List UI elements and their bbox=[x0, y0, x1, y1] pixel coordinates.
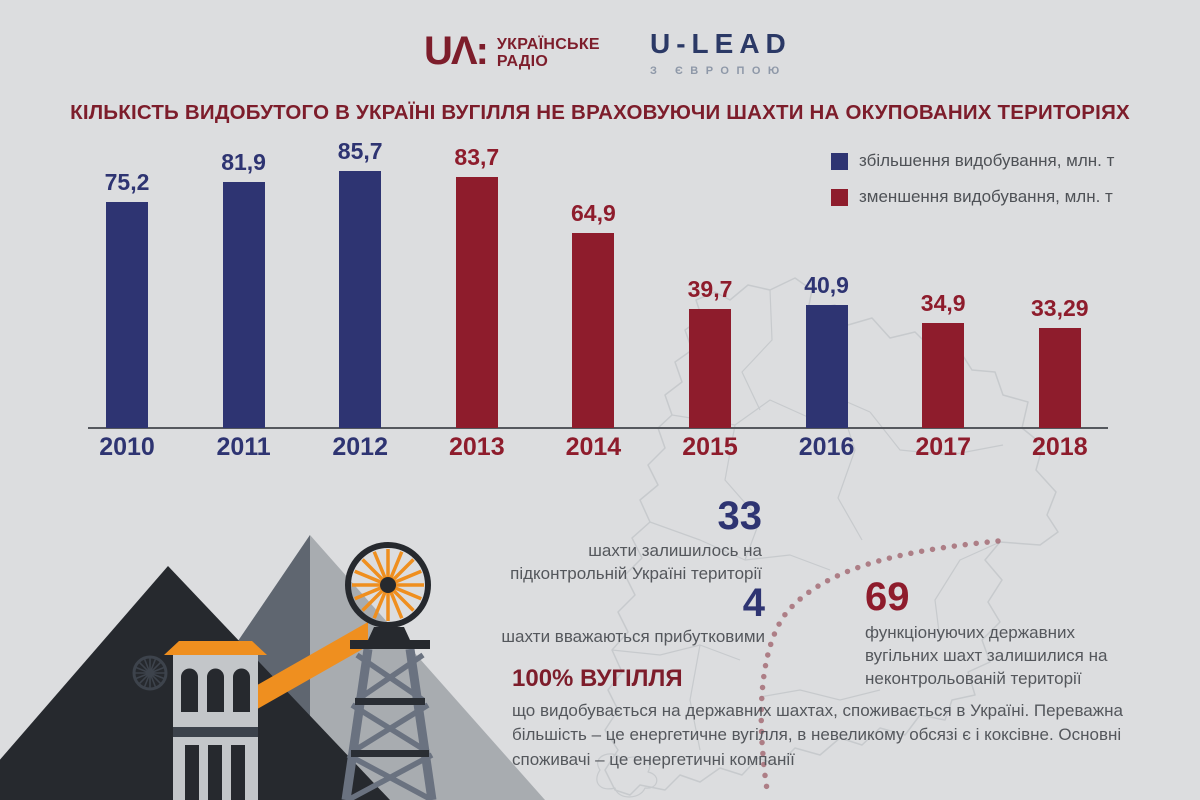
stat-heading: 100% ВУГІЛЛЯ bbox=[512, 665, 683, 692]
frontline-dotted-arc bbox=[758, 538, 1001, 799]
bar-value-2014: 64,9 bbox=[571, 200, 616, 227]
bar-year-2010: 2010 bbox=[99, 433, 155, 461]
conveyor-icon bbox=[252, 622, 368, 712]
bar-2015 bbox=[689, 308, 731, 428]
ua-logo-line2: РАДІО bbox=[496, 52, 549, 70]
coal-mine-illustration bbox=[0, 535, 545, 800]
header: UΛ: УКРАЇНСЬКЕ РАДІО U-LEAD З ЄВРОПОЮ bbox=[0, 26, 1200, 86]
bar-year-2011: 2011 bbox=[216, 433, 271, 461]
bar-value-2016: 40,9 bbox=[804, 272, 849, 299]
map-outer-border bbox=[604, 277, 1059, 796]
stat-text-line: шахти вважаються прибутковими bbox=[501, 627, 765, 646]
chart-legend: збільшення видобування, млн. т зменшення… bbox=[831, 151, 1114, 223]
ghost-wheel-icon bbox=[132, 655, 168, 691]
stat-mines-profitable: 4 шахти вважаються прибутковими bbox=[501, 583, 765, 649]
legend-swatch-increase-icon bbox=[831, 152, 848, 170]
bar-value-2018: 33,29 bbox=[1031, 295, 1089, 322]
stat-mines-uncontrolled: 69 функціонуючих державних вугільних шах… bbox=[865, 577, 1107, 691]
chart-title: КІЛЬКІСТЬ ВИДОБУТОГО В УКРАЇНІ ВУГІЛЛЯ Н… bbox=[70, 101, 1130, 124]
bar-year-2016: 2016 bbox=[798, 433, 855, 461]
stat-mines-controlled: 33 шахти залишилось на підконтрольній Ук… bbox=[510, 496, 762, 586]
bar-2013 bbox=[455, 176, 498, 428]
bar-year-2018: 2018 bbox=[1031, 433, 1088, 461]
stat-number: 69 bbox=[865, 575, 910, 619]
bar-2014 bbox=[572, 233, 615, 428]
bar-year-2017: 2017 bbox=[915, 433, 971, 461]
headframe-tower-icon bbox=[341, 627, 437, 800]
ulead-logo-tagline: З ЄВРОПОЮ bbox=[650, 65, 787, 77]
bar-value-2015: 39,7 bbox=[687, 275, 733, 302]
stat-number: 4 bbox=[742, 581, 765, 625]
bar-2012 bbox=[339, 170, 382, 428]
bar-year-2014: 2014 bbox=[565, 433, 622, 461]
stat-body: що видобувається на державних шахтах, сп… bbox=[512, 701, 1123, 769]
bar-2011 bbox=[222, 182, 265, 428]
bar-value-2010: 75,2 bbox=[104, 169, 150, 196]
x-axis-line bbox=[88, 427, 1108, 429]
bar-year-2015: 2015 bbox=[682, 433, 738, 461]
bar-2017 bbox=[922, 323, 965, 428]
stat-number: 33 bbox=[717, 494, 763, 538]
bar-value-2012: 85,7 bbox=[337, 137, 383, 164]
ua-logo-mark: UΛ: bbox=[424, 29, 489, 73]
bar-year-2013: 2013 bbox=[448, 433, 505, 461]
mine-building-icon bbox=[164, 641, 267, 800]
bar-value-2011: 81,9 bbox=[221, 149, 266, 176]
legend-item-decrease: зменшення видобування, млн. т bbox=[831, 187, 1114, 207]
pit-wheel-icon bbox=[345, 542, 431, 628]
bar-2010 bbox=[106, 202, 148, 428]
stat-text-line: вугільних шахт залишилися на bbox=[865, 645, 1108, 665]
bar-year-2012: 2012 bbox=[332, 433, 388, 461]
stat-text-line: неконтрольованій території bbox=[865, 668, 1082, 688]
legend-swatch-decrease-icon bbox=[831, 188, 848, 206]
stat-text-line: шахти залишилось на bbox=[588, 541, 762, 560]
ulead-logo-name: U-LEAD bbox=[650, 28, 792, 59]
stat-text-line: функціонуючих державних bbox=[865, 623, 1076, 642]
stat-coal-usage: 100% ВУГІЛЛЯ що видобувається на державн… bbox=[512, 665, 1144, 772]
ua-logo-text: УКРАЇНСЬКЕ РАДІО bbox=[496, 36, 600, 71]
bar-2018 bbox=[1038, 328, 1081, 428]
legend-label-decrease: зменшення видобування, млн. т bbox=[859, 187, 1113, 206]
legend-label-increase: збільшення видобування, млн. т bbox=[859, 151, 1115, 170]
bar-value-2017: 34,9 bbox=[920, 290, 966, 317]
ua-radio-logo: UΛ: УКРАЇНСЬКЕ РАДІО bbox=[424, 29, 600, 73]
bar-2016 bbox=[805, 305, 848, 428]
ua-logo-line1: УКРАЇНСЬКЕ bbox=[496, 36, 600, 53]
ulead-logo: U-LEAD З ЄВРОПОЮ bbox=[650, 28, 792, 78]
stat-text-line: підконтрольній Україні території bbox=[510, 563, 762, 583]
legend-item-increase: збільшення видобування, млн. т bbox=[831, 151, 1114, 171]
bar-value-2013: 83,7 bbox=[454, 143, 500, 170]
